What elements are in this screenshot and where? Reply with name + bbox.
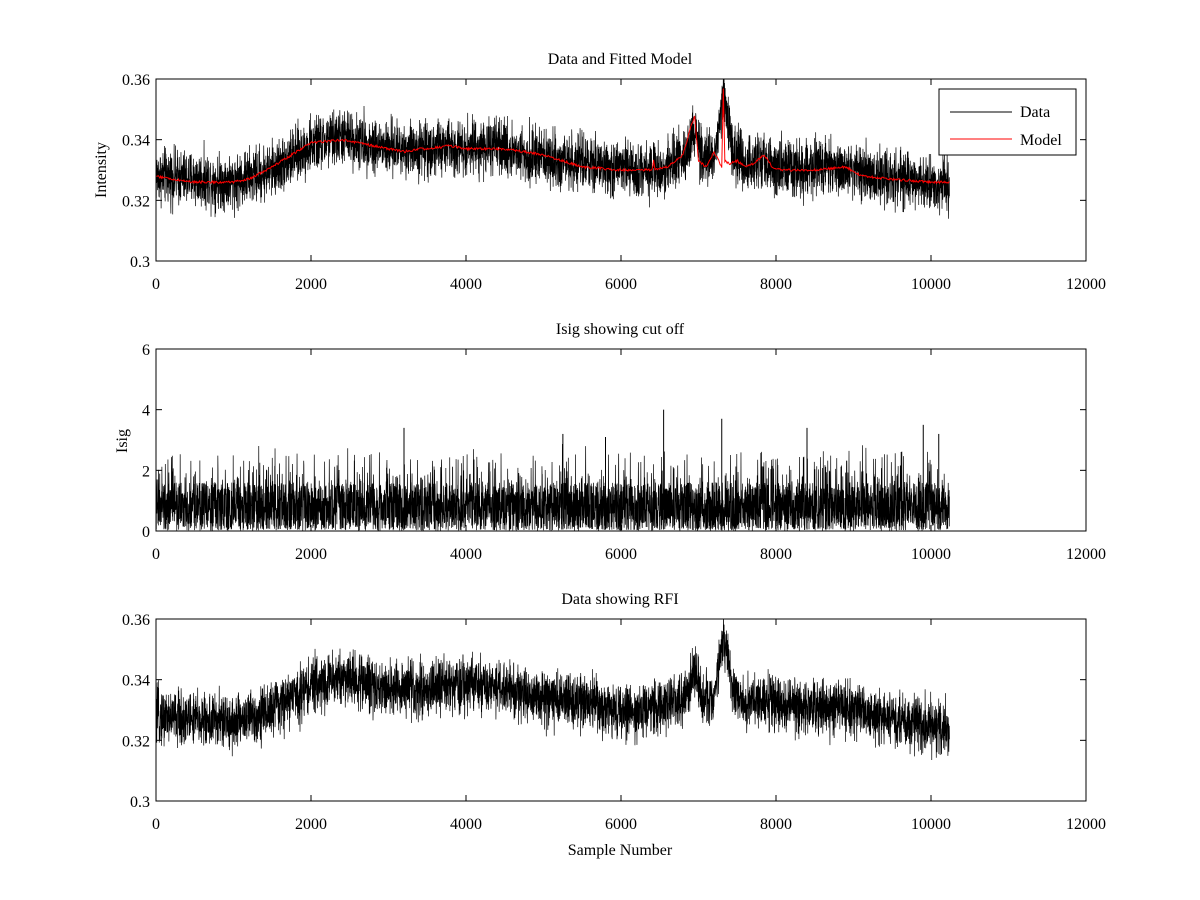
panel-3-title: Data showing RFI — [561, 591, 678, 608]
panel-2-xtick-label: 2000 — [295, 546, 327, 563]
panel-1-xtick-label: 8000 — [760, 276, 792, 293]
panel-3-ytick-label: 0.3 — [130, 794, 150, 811]
panel-2-axes: 0 2000 4000 6000 8000 10000 12000 0 2 4 6 — [142, 342, 1106, 563]
panel-1-ytick-label: 0.36 — [122, 72, 150, 89]
panel-1-traces — [156, 79, 950, 219]
panel-2-traces — [156, 409, 950, 531]
panel-3-axes: 0 2000 4000 6000 8000 10000 12000 0.3 0.32 0.34 0.… — [122, 612, 1106, 833]
panel-data-rfi: Data showing RFI Sample Number 0 2000 4000… — [122, 591, 1106, 859]
panel-3-ytick-label: 0.36 — [122, 612, 150, 629]
panel-2-xtick-label: 10000 — [911, 546, 951, 563]
panel-1-ytick-label: 0.32 — [122, 193, 150, 210]
panel-3-series-1-line — [156, 619, 950, 760]
panel-3-xlabel: Sample Number — [568, 842, 673, 859]
legend: Data Model — [938, 88, 1077, 156]
panel-3-xtick-label: 12000 — [1066, 816, 1106, 833]
panel-1-series-2-line — [156, 88, 950, 185]
panel-isig: Isig showing cut off Isig 0 2000 4000 6000 8… — [114, 321, 1106, 563]
panel-1-xtick-label: 2000 — [295, 276, 327, 293]
panel-2-xtick-label: 12000 — [1066, 546, 1106, 563]
panel-1-xtick-label: 12000 — [1066, 276, 1106, 293]
panel-1-axes: 0 2000 4000 6000 8000 10000 12000 0.3 0.32 0.34 0.… — [122, 72, 1106, 293]
panel-3-ytick-label: 0.32 — [122, 733, 150, 750]
panel-2-ytick-label: 6 — [142, 342, 150, 359]
panel-1-ytick-label: 0.34 — [122, 133, 150, 150]
panel-1-xtick-label: 10000 — [911, 276, 951, 293]
panel-2-xtick-label: 4000 — [450, 546, 482, 563]
panel-3-xtick-label: 2000 — [295, 816, 327, 833]
panel-2-ytick-label: 2 — [142, 463, 150, 480]
panel-3-xtick-label: 6000 — [605, 816, 637, 833]
panel-1-xtick-label: 0 — [152, 276, 160, 293]
panel-1-ylabel: Intensity — [93, 142, 110, 198]
panel-2-xtick-label: 6000 — [605, 546, 637, 563]
panel-1-xtick-label: 4000 — [450, 276, 482, 293]
panel-3-ytick-label: 0.34 — [122, 673, 150, 690]
panel-1-xtick-label: 6000 — [605, 276, 637, 293]
panel-2-ytick-label: 4 — [142, 403, 150, 420]
legend-box — [938, 88, 1077, 156]
panel-1-title: Data and Fitted Model — [548, 51, 693, 68]
panel-3-xtick-label: 0 — [152, 816, 160, 833]
panel-3-xtick-label: 4000 — [450, 816, 482, 833]
panel-2-series-1-line — [156, 443, 950, 531]
panel-2-ytick-label: 0 — [142, 524, 150, 541]
panel-1-series-1-line — [156, 79, 950, 219]
panel-2-title: Isig showing cut off — [556, 321, 685, 338]
legend-label-data: Data — [1020, 104, 1050, 121]
panel-2-xtick-label: 0 — [152, 546, 160, 563]
panel-2-xtick-label: 8000 — [760, 546, 792, 563]
legend-label-model: Model — [1020, 132, 1062, 149]
panel-3-traces — [156, 619, 950, 760]
panel-2-ylabel: Isig — [114, 429, 131, 453]
panel-data-and-model: Data and Fitted Model Intensity 0 2000 400… — [93, 51, 1106, 293]
panel-3-xtick-label: 8000 — [760, 816, 792, 833]
panel-3-xtick-label: 10000 — [911, 816, 951, 833]
panel-1-ytick-label: 0.3 — [130, 254, 150, 271]
